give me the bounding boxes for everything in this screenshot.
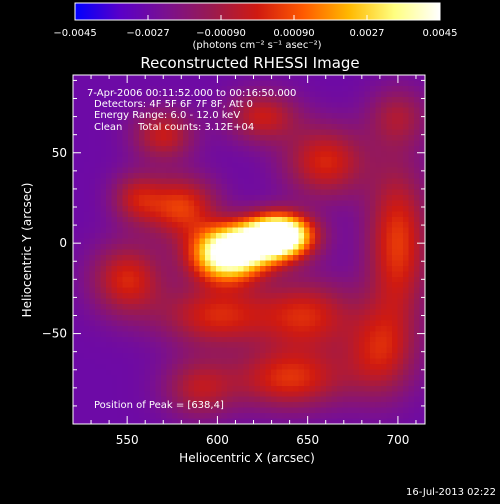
colorbar-tick-label: −0.00090 — [196, 28, 246, 39]
annotation-block: 7-Apr-2006 00:11:52.000 to 00:16:50.000 … — [87, 88, 296, 411]
colorbar-tick-label: 0.00090 — [273, 28, 314, 39]
chart-title: Reconstructed RHESSI Image — [140, 54, 359, 72]
colorbar-gradient — [75, 3, 440, 20]
y-tick-label: 50 — [52, 146, 67, 160]
y-tick-label: 0 — [59, 236, 67, 250]
plot-frame — [72, 74, 426, 425]
colorbar-tick-label: −0.0027 — [126, 28, 169, 39]
y-axis-label: Heliocentric Y (arcsec) — [20, 183, 34, 318]
annotation-energy: Energy Range: 6.0 - 12.0 keV — [94, 110, 240, 121]
x-tick-label: 550 — [116, 433, 139, 447]
plot-area: 550 600 650 700 50 0 −50 — [42, 74, 426, 447]
colorbar-ticks — [74, 15, 441, 20]
colorbar-tick-label: 0.0027 — [350, 28, 385, 39]
heatmap-image — [73, 75, 425, 424]
x-axis-ticks: 550 600 650 700 — [90, 75, 417, 447]
annotation-clean: Clean — [94, 122, 122, 133]
y-axis-ticks: 50 0 −50 — [42, 79, 425, 407]
annotation-peak-position: Position of Peak = [638,4] — [94, 400, 224, 411]
x-tick-label: 700 — [386, 433, 409, 447]
annotation-counts: Total counts: 3.12E+04 — [137, 122, 254, 133]
x-tick-label: 600 — [206, 433, 229, 447]
footer-timestamp: 16-Jul-2013 02:22 — [406, 487, 496, 498]
colorbar-tick-label: 0.0045 — [423, 28, 458, 39]
annotation-detectors: Detectors: 4F 5F 6F 7F 8F, Att 0 — [94, 99, 253, 110]
colorbar-tick-label: −0.0045 — [53, 28, 96, 39]
colorbar-tick-labels: −0.0045 −0.0027 −0.00090 0.00090 0.0027 0.004… — [53, 28, 457, 39]
colorbar-frame — [74, 2, 441, 21]
colorbar-unit-label: (photons cm⁻² s⁻¹ asec⁻²) — [192, 40, 321, 51]
x-axis-label: Heliocentric X (arcsec) — [179, 451, 315, 465]
y-tick-label: −50 — [42, 327, 67, 341]
x-tick-label: 650 — [296, 433, 319, 447]
colorbar: −0.0045 −0.0027 −0.00090 0.00090 0.0027 0.004… — [53, 2, 458, 51]
annotation-time-range: 7-Apr-2006 00:11:52.000 to 00:16:50.000 — [87, 88, 296, 99]
